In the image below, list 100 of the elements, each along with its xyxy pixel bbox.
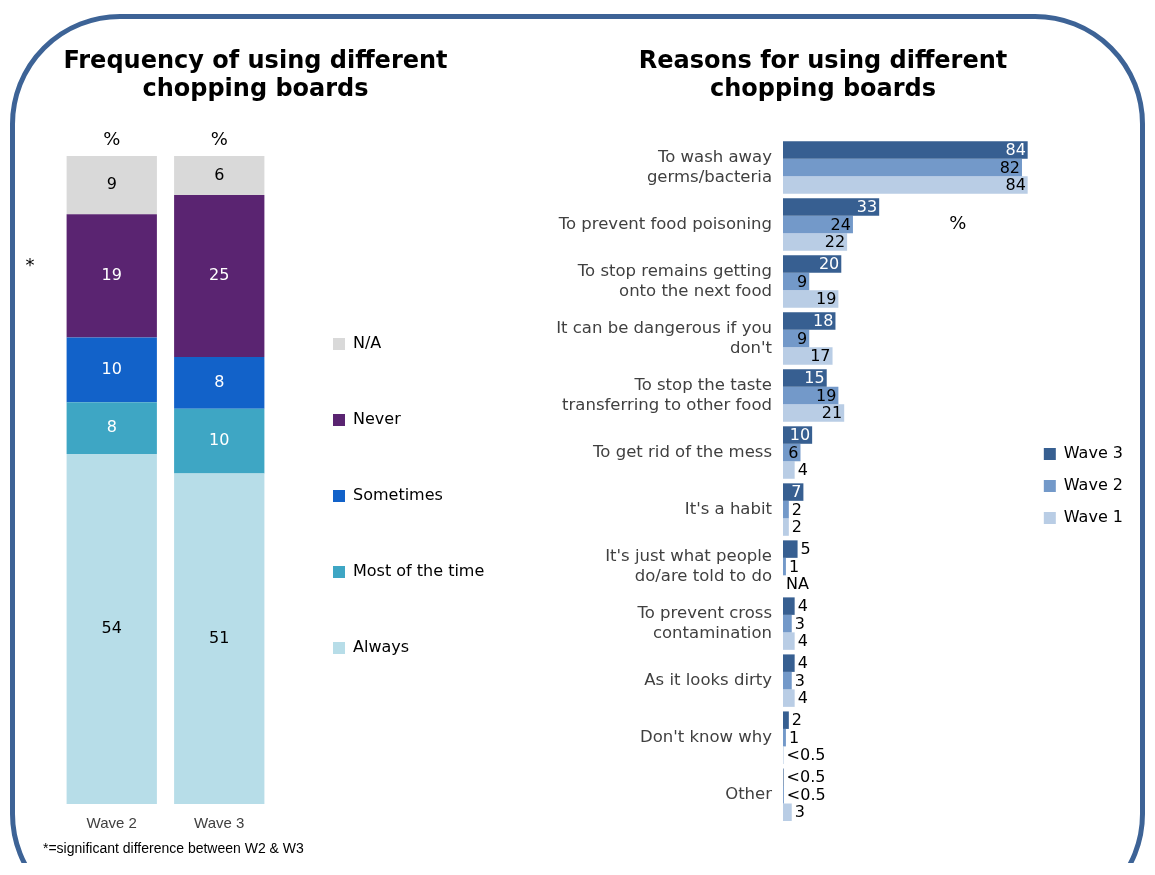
- data-label: 8: [106, 417, 117, 437]
- legend-label: Most of the time: [353, 561, 485, 581]
- data-label: 22: [824, 232, 846, 252]
- bar: [783, 540, 798, 558]
- data-label: 2: [791, 499, 803, 519]
- data-label: 10: [101, 359, 122, 378]
- data-label: 54: [101, 618, 122, 638]
- bar: [174, 194, 265, 357]
- y-tick-label: To get rid of the mess: [592, 441, 772, 461]
- data-label: <0.5: [786, 784, 826, 804]
- y-tick-label: It's a habit: [684, 498, 773, 518]
- data-label: 24: [830, 214, 851, 234]
- bar: [783, 614, 792, 633]
- data-label: 3: [794, 670, 805, 690]
- data-label: 8: [214, 371, 225, 391]
- bar: [783, 347, 833, 365]
- y-tick-label: As it looks dirty: [644, 669, 773, 689]
- data-label: 2: [791, 710, 803, 730]
- data-label: 19: [816, 385, 837, 405]
- data-label: <0.5: [786, 745, 826, 765]
- bar: [783, 518, 789, 536]
- legend-label: Wave 3: [1063, 443, 1124, 463]
- data-label: 4: [797, 688, 808, 708]
- bar: [783, 654, 795, 672]
- bar: [783, 404, 845, 422]
- text: %: [210, 127, 228, 149]
- chart-title: Frequency of using different chopping boards: [62, 46, 449, 104]
- y-tick-label: Don't know why: [639, 726, 773, 746]
- data-label: 4: [797, 631, 808, 651]
- bar: [66, 454, 157, 804]
- y-tick-label: To prevent food poisoning: [557, 213, 772, 233]
- bar: [783, 500, 789, 519]
- legend-label: Sometimes: [353, 485, 443, 505]
- y-tick-label: To stop remains getting onto the next food: [576, 260, 772, 300]
- data-label: 21: [821, 403, 843, 423]
- y-tick-label: To prevent cross contamination: [636, 602, 772, 642]
- data-label: 19: [101, 265, 122, 285]
- bar: [174, 408, 265, 474]
- bar: [783, 461, 795, 479]
- y-tick-label: Other: [725, 783, 773, 803]
- data-label: 82: [999, 157, 1020, 177]
- data-label: 3: [794, 802, 805, 822]
- data-label: 19: [816, 289, 837, 309]
- text: NA: [786, 574, 809, 594]
- bar: [174, 473, 265, 804]
- legend-label: Wave 1: [1063, 507, 1124, 527]
- data-label: <0.5: [786, 767, 826, 787]
- data-label: 10: [789, 425, 811, 445]
- data-label: 1: [788, 727, 800, 747]
- data-label: 84: [1005, 175, 1026, 195]
- data-label: 6: [788, 442, 799, 462]
- legend-label: Never: [353, 409, 402, 429]
- text: *=significant difference between W2 & W3: [43, 839, 305, 856]
- data-label: 10: [209, 430, 230, 450]
- bar: [66, 156, 157, 215]
- data-label: 9: [106, 174, 117, 194]
- legend-label: Wave 2: [1063, 475, 1124, 495]
- y-tick-label: To wash away germs/bacteria: [646, 146, 773, 186]
- bar: [174, 356, 265, 409]
- data-label: 4: [797, 460, 808, 480]
- data-label: 9: [797, 328, 808, 348]
- legend-label: N/A: [353, 333, 382, 353]
- y-tick-label: It can be dangerous if you don't: [556, 317, 773, 357]
- data-label: 51: [209, 627, 230, 647]
- data-label: 5: [800, 539, 811, 559]
- bar: [783, 557, 786, 576]
- bar: [66, 214, 157, 338]
- bar: [783, 597, 795, 615]
- data-label: 17: [810, 346, 831, 366]
- data-label: 15: [804, 368, 825, 388]
- bar: [783, 198, 880, 216]
- text: *: [25, 253, 35, 275]
- data-label: 1: [788, 556, 800, 576]
- data-label: 7: [791, 482, 802, 502]
- bar: [783, 141, 1028, 159]
- data-label: 4: [797, 596, 808, 616]
- data-label: 20: [818, 254, 840, 274]
- data-label: 9: [797, 271, 808, 291]
- data-label: 33: [856, 197, 878, 217]
- y-tick-label: It's just what people do/are told to do: [605, 545, 772, 585]
- bar: [66, 402, 157, 455]
- data-label: 6: [214, 164, 225, 184]
- bar: [783, 728, 786, 747]
- bar: [783, 158, 1022, 177]
- data-label: 84: [1005, 140, 1026, 160]
- data-label: 3: [794, 613, 805, 633]
- data-label: 4: [797, 653, 808, 673]
- chart-title: Reasons for using different chopping boards: [637, 46, 1009, 104]
- bar: [783, 255, 842, 273]
- data-label: 25: [209, 265, 230, 285]
- text: %: [103, 127, 121, 149]
- data-label: 2: [791, 517, 803, 537]
- bar: [783, 711, 789, 729]
- bar: [783, 689, 795, 707]
- bar: [783, 803, 792, 821]
- bar: [174, 156, 265, 195]
- bar: [783, 176, 1028, 194]
- data-label: 18: [813, 311, 834, 331]
- bar: [783, 671, 792, 690]
- bar: [783, 632, 795, 650]
